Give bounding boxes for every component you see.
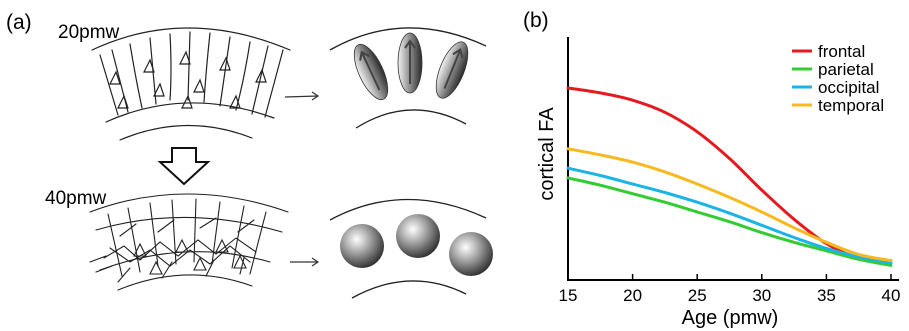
stage-40pmw-label: 40pmw <box>45 188 107 209</box>
series-line-frontal <box>566 86 893 263</box>
series-lines <box>566 86 893 267</box>
panel-b-label: (b) <box>523 9 549 32</box>
legend-label-occipital: occipital <box>818 78 879 97</box>
x-tick-label: 35 <box>817 286 836 305</box>
ellipsoid-1 <box>353 43 389 101</box>
cortex-sketch-early <box>91 27 291 141</box>
sphere-2 <box>396 214 440 258</box>
anisotropic-diffusion-schematic <box>329 27 487 129</box>
x-tick-label: 40 <box>882 286 901 305</box>
legend-label-frontal: frontal <box>818 42 865 61</box>
sphere-3 <box>449 232 493 276</box>
ellipsoid-2 <box>397 32 423 94</box>
series-line-occipital <box>566 166 893 265</box>
ellipsoid-3 <box>435 41 469 99</box>
sphere-1 <box>340 224 384 268</box>
chart-axes <box>567 37 899 281</box>
development-arrow <box>157 147 211 186</box>
isotropic-diffusion-schematic <box>329 198 493 299</box>
arrow-late <box>290 257 320 267</box>
y-axis-label: cortical FA <box>536 107 558 201</box>
stage-20pmw-label: 20pmw <box>58 22 120 43</box>
x-tick-label: 15 <box>559 286 578 305</box>
x-tick-label: 30 <box>752 286 771 305</box>
cortex-sketch-late <box>89 193 289 291</box>
series-line-temporal <box>566 147 893 263</box>
x-tick-label: 20 <box>623 286 642 305</box>
x-axis-label: Age (pmw) <box>682 307 779 329</box>
x-ticks: 15 20 25 30 35 40 <box>559 274 901 305</box>
x-tick-label: 25 <box>688 286 707 305</box>
panel-a: (a) 20pmw 40pmw <box>6 11 493 299</box>
arrow-early <box>284 91 320 101</box>
legend-label-temporal: temporal <box>818 96 884 115</box>
panel-a-label: (a) <box>6 11 32 34</box>
panel-b: (b) 15 20 25 30 35 40 frontalparietaloccipita… <box>523 9 900 329</box>
fa-chart: 15 20 25 30 35 40 frontalparietaloccipitaltem… <box>536 37 900 329</box>
legend-label-parietal: parietal <box>818 60 874 79</box>
series-line-parietal <box>566 176 893 267</box>
